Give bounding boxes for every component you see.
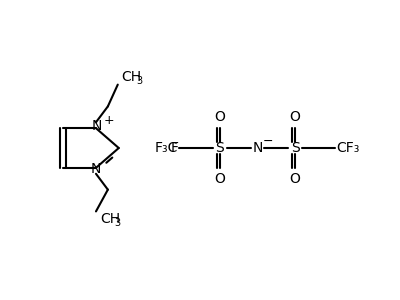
Text: S: S — [291, 141, 300, 155]
Text: N: N — [252, 141, 263, 155]
Text: CH: CH — [122, 70, 142, 84]
Text: F: F — [170, 141, 178, 155]
Text: 3: 3 — [115, 218, 121, 228]
Text: O: O — [290, 110, 300, 124]
Text: N: N — [92, 119, 102, 133]
Text: O: O — [290, 172, 300, 186]
Text: CH: CH — [100, 212, 120, 226]
Text: −: − — [263, 135, 274, 148]
Text: O: O — [214, 172, 225, 186]
Text: F₃C: F₃C — [155, 141, 178, 155]
Text: O: O — [214, 110, 225, 124]
Text: +: + — [104, 114, 114, 127]
Text: CF₃: CF₃ — [337, 141, 360, 155]
Text: 3: 3 — [136, 76, 143, 85]
Text: N: N — [91, 162, 101, 176]
Text: S: S — [216, 141, 224, 155]
